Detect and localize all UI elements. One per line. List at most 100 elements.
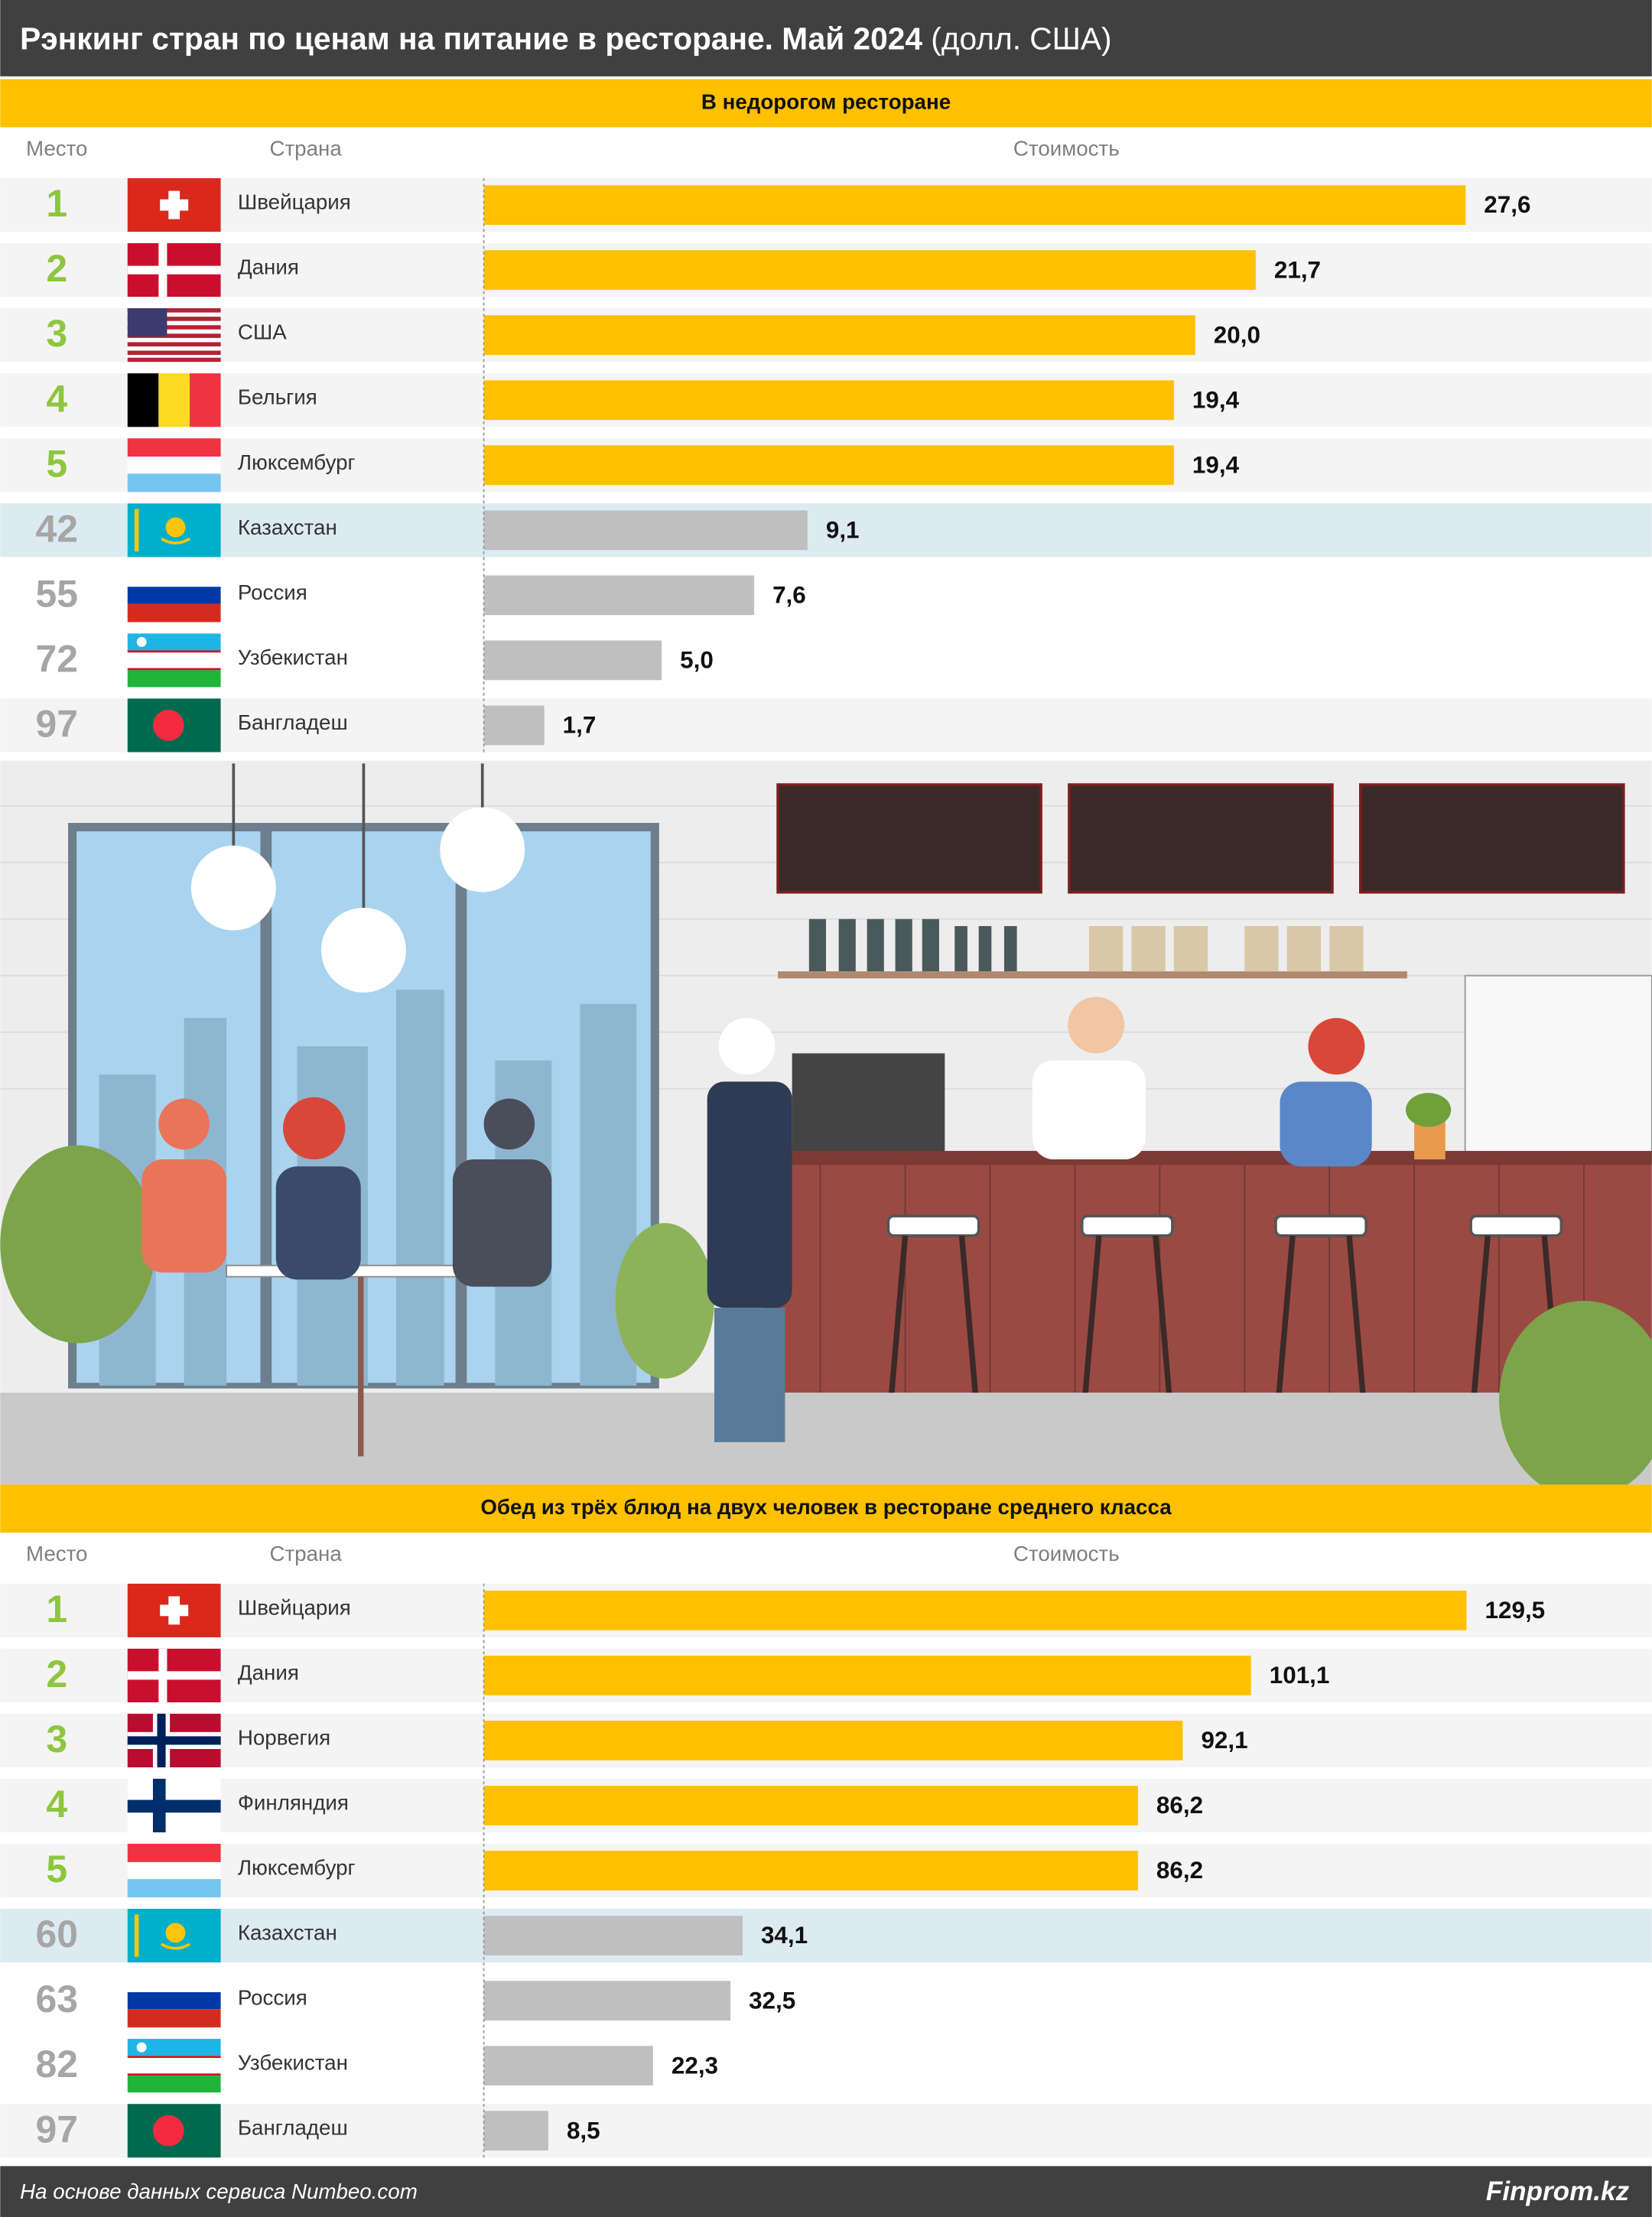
value-label: 86,2 [1156,1857,1203,1884]
value-label: 9,1 [826,516,860,543]
country-name: Швейцария [238,190,351,214]
row-background [0,2039,1652,2093]
country-name: Узбекистан [238,2051,348,2075]
rank: 3 [46,1718,67,1760]
value-label: 86,2 [1156,1792,1203,1819]
bar [483,315,1195,356]
rank: 63 [35,1978,78,2020]
rank: 82 [35,2043,78,2085]
row-background [0,1908,1652,1963]
country-name: Казахстан [238,515,337,539]
country-name: Люксембург [238,450,356,474]
country-name: Норвегия [238,1725,330,1749]
bar [483,2111,548,2151]
value-label: 19,4 [1192,386,1240,413]
flag [127,1713,221,1768]
rank: 60 [35,1913,78,1955]
flag [127,633,221,688]
column-header: Место [26,1542,87,1565]
value-label: 101,1 [1270,1662,1330,1689]
value-label: 5,0 [680,647,714,674]
rank: 5 [46,442,67,485]
value-label: 92,1 [1201,1727,1247,1754]
rank: 2 [46,247,67,290]
bar [483,1786,1138,1825]
row-background [0,1973,1652,2028]
column-header: Страна [269,1542,342,1565]
rank: 97 [35,702,78,745]
rank: 1 [46,182,67,225]
column-header: Стоимость [1013,1542,1120,1565]
country-name: Казахстан [238,1921,337,1945]
bar [483,185,1466,225]
flag [127,2104,221,2158]
section-band [0,79,1652,128]
column-header: Место [26,136,87,160]
value-label: 1,7 [563,712,597,739]
rank: 3 [46,312,67,355]
flag [127,373,221,427]
flag [127,2039,221,2093]
flag [127,503,221,558]
country-name: США [238,320,287,344]
flag [127,1583,221,1637]
section-title: В недорогом ресторане [701,89,951,113]
header-bar [0,0,1652,76]
bar [483,250,1256,291]
footer-bar [0,2166,1652,2217]
rank: 5 [46,1848,67,1890]
bar [483,1851,1138,1890]
flag [127,177,221,232]
bar [483,380,1174,421]
value-label: 7,6 [772,582,806,609]
bar [483,1721,1183,1760]
country-name: Люксембург [238,1856,356,1880]
flag [127,1843,221,1898]
value-label: 129,5 [1485,1597,1546,1624]
flag [127,308,221,362]
rank: 55 [35,572,78,615]
bar [483,705,545,746]
rank: 97 [35,2108,78,2150]
bar [483,2046,653,2086]
section-band [0,1484,1652,1533]
section-title: Обед из трёх блюд на двух человек в рест… [480,1495,1172,1519]
bar [483,1590,1467,1630]
country-name: Бангладеш [238,2116,348,2140]
value-label: 32,5 [749,1987,795,2014]
rank: 4 [46,377,67,420]
country-name: Узбекистан [238,645,348,669]
rank: 4 [46,1783,67,1825]
bar [483,1916,743,1955]
bar [483,640,662,681]
row-background [0,633,1652,688]
rank: 42 [35,507,78,550]
country-name: Швейцария [238,1595,351,1619]
column-header: Страна [269,136,342,160]
row-background [0,568,1652,623]
value-label: 19,4 [1192,451,1240,478]
flag [127,1973,221,2028]
flag [127,698,221,753]
flag [127,568,221,623]
country-name: Бельгия [238,385,317,409]
row-background [0,2104,1652,2158]
value-label: 22,3 [672,2052,718,2079]
flag [127,1908,221,1963]
row-background [0,698,1652,753]
value-label: 21,7 [1274,256,1321,283]
row-background [0,503,1652,558]
bar [483,510,808,551]
rank: 1 [46,1588,67,1630]
flag [127,438,221,492]
flag [127,1778,221,1833]
bar [483,1981,731,2021]
country-name: Бангладеш [238,710,348,734]
flag [127,243,221,297]
footer-brand: Finprom.kz [1486,2176,1630,2206]
title-unit: (долл. США) [931,21,1111,56]
value-label: 34,1 [761,1922,808,1949]
header-title: Рэнкинг стран по ценам на питание в рест… [20,21,1111,56]
country-name: Россия [238,580,307,604]
